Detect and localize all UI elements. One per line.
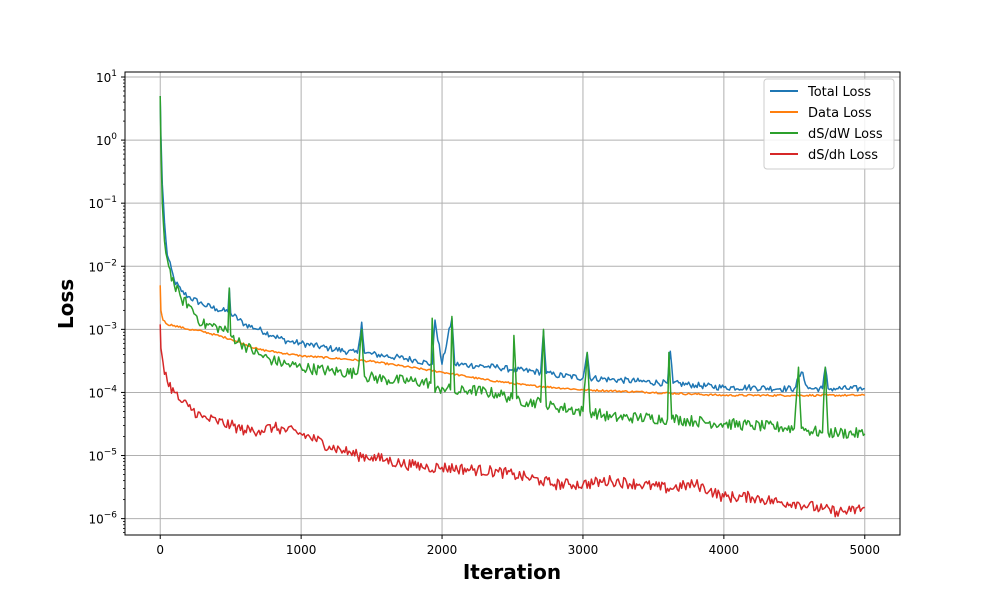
x-tick-label: 0 — [156, 543, 164, 557]
y-tick-label: 10−4 — [88, 384, 117, 400]
legend-label: Total Loss — [807, 85, 871, 100]
x-axis-ticks: 0 1000 2000 3000 4000 5000 — [156, 535, 880, 557]
series-line-3 — [159, 324, 865, 518]
x-tick-label: 1000 — [286, 543, 317, 557]
y-tick-label: 10−2 — [88, 258, 117, 274]
series-line-2 — [159, 95, 866, 439]
y-tick-label: 100 — [96, 132, 117, 148]
grid — [125, 72, 900, 535]
x-axis-label: Iteration — [463, 560, 561, 584]
legend-label: Data Loss — [808, 106, 872, 121]
series-line-1 — [159, 285, 866, 397]
y-tick-label: 10−1 — [88, 195, 117, 211]
x-tick-label: 5000 — [849, 543, 880, 557]
legend-box — [763, 78, 895, 170]
series-line-0 — [159, 95, 865, 393]
x-tick-label: 3000 — [568, 543, 599, 557]
legend-label: dS/dh Loss — [808, 148, 878, 163]
y-tick-label: 10−3 — [88, 321, 117, 337]
x-tick-label: 4000 — [709, 543, 740, 557]
y-tick-label: 101 — [96, 69, 117, 85]
series-layer — [159, 95, 866, 518]
x-tick-label: 2000 — [427, 543, 458, 557]
y-axis-label: Loss — [54, 279, 78, 329]
y-tick-label: 10−6 — [88, 511, 117, 527]
y-axis-ticks: 10−6 10−5 10−4 10−3 10−2 10−1 100 101 — [88, 69, 125, 534]
legend-label: dS/dW Loss — [808, 127, 883, 142]
plot-frame — [124, 71, 901, 536]
legend: Total Loss Data Loss dS/dW Loss dS/dh Loss — [763, 78, 895, 170]
y-tick-label: 10−5 — [88, 448, 117, 464]
